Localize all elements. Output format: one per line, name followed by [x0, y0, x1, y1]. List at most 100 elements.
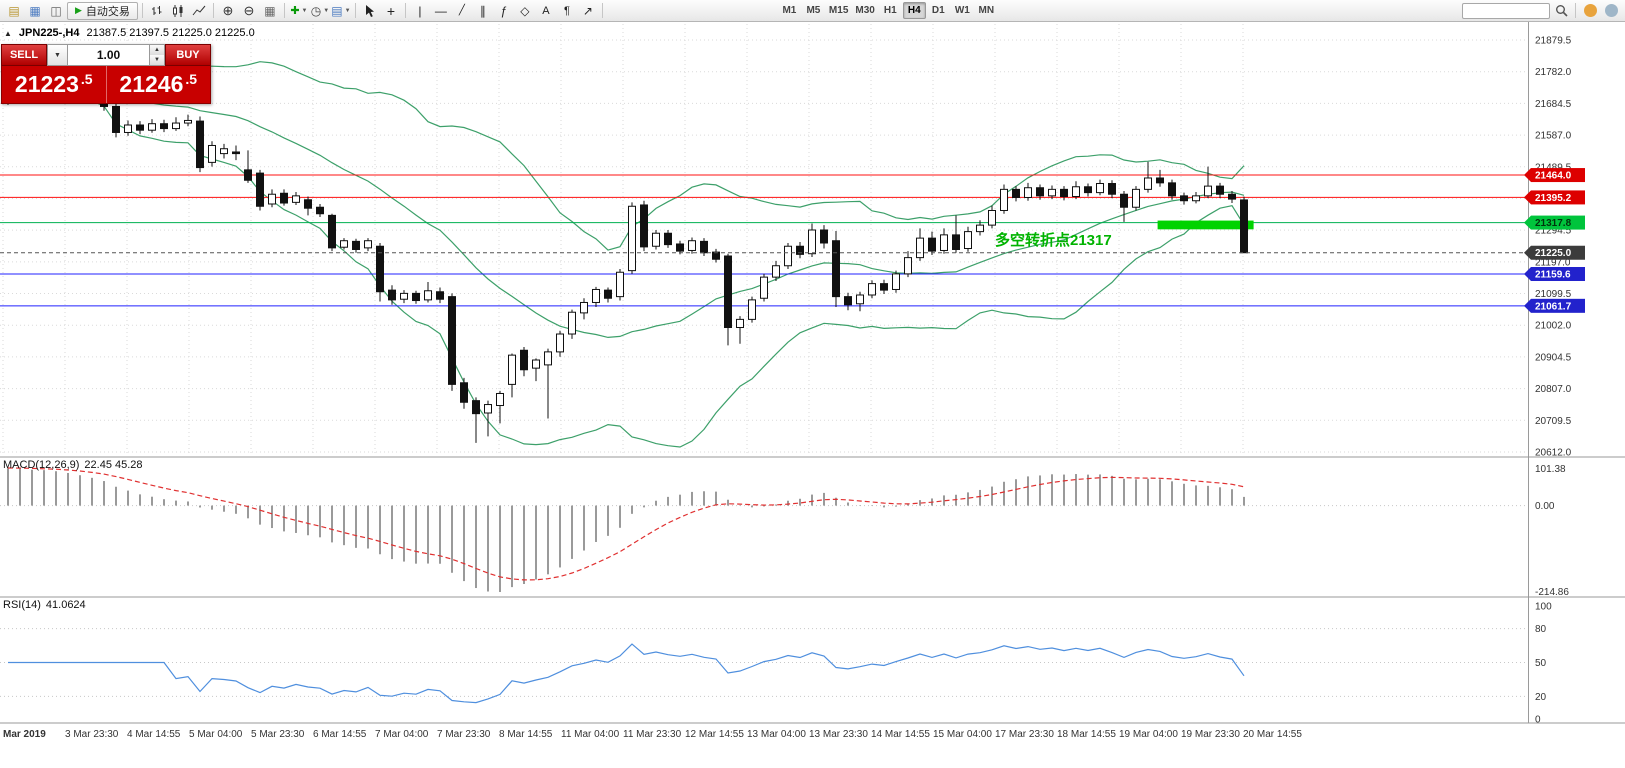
candle: [376, 245, 384, 293]
rsi-axis-label: 50: [1535, 658, 1547, 669]
candle: [412, 292, 420, 302]
volume-up-button[interactable]: ▲: [150, 45, 164, 55]
time-axis-label: 3 Mar 23:30: [65, 729, 119, 740]
tile-windows-icon[interactable]: ▦: [264, 3, 276, 18]
buy-price[interactable]: 21246 .5: [119, 70, 198, 98]
new-order-icon[interactable]: ▤: [8, 3, 20, 18]
zoom-in-icon[interactable]: ⊕: [222, 2, 234, 18]
profiles-icon[interactable]: ◫: [50, 3, 62, 18]
timeframe-button-d1[interactable]: D1: [931, 5, 945, 16]
zoom-out-icon[interactable]: ⊖: [243, 2, 255, 18]
horizontal-line-icon[interactable]: —: [434, 3, 447, 18]
toolbar-separator: [141, 3, 143, 18]
shapes-icon[interactable]: ◇: [520, 3, 530, 18]
candle: [1012, 188, 1020, 198]
price-axis-label: 20709.5: [1535, 416, 1572, 427]
candle: [844, 296, 852, 306]
symbol-period-label: JPN225-,H4: [18, 27, 80, 39]
candle: [424, 290, 432, 301]
candle: [184, 119, 192, 124]
time-axis-label: 19 Mar 04:00: [1119, 729, 1178, 740]
candle: [724, 255, 732, 329]
candle: [832, 240, 840, 298]
timeframe-button-m1[interactable]: M1: [782, 5, 797, 16]
search-icon[interactable]: [1551, 2, 1571, 20]
cursor-icon[interactable]: [360, 2, 380, 20]
time-axis-label: 18 Mar 14:55: [1057, 729, 1116, 740]
volume-input[interactable]: 1.00: [68, 44, 150, 66]
candle: [1204, 185, 1212, 197]
price-axis-label: 21684.5: [1535, 99, 1572, 110]
candle: [340, 240, 348, 248]
candle: [508, 354, 516, 385]
help-icon[interactable]: [1601, 2, 1621, 20]
periods-icon[interactable]: ◷ ▼: [310, 3, 330, 18]
arrow-icon[interactable]: ↗: [582, 3, 593, 18]
candlestick-chart-icon[interactable]: [168, 2, 188, 20]
candle: [244, 169, 252, 181]
candle: [868, 283, 876, 296]
timeframe-button-h1[interactable]: H1: [883, 5, 897, 16]
candle: [856, 294, 864, 305]
line-chart-icon[interactable]: [189, 2, 209, 20]
auto-trading-button[interactable]: ▶ 自动交易: [67, 1, 138, 20]
time-axis-label: 15 Mar 04:00: [933, 729, 992, 740]
timeframe-button-m15[interactable]: M15: [828, 5, 849, 16]
timeframe-button-w1[interactable]: W1: [954, 5, 970, 16]
collapse-panel-icon[interactable]: ▲: [4, 28, 12, 38]
price-axis-label: 21782.0: [1535, 67, 1572, 78]
candle: [580, 301, 588, 314]
price-axis-label: 21099.5: [1535, 289, 1572, 300]
price-axis-label: 21879.5: [1535, 36, 1572, 47]
candle: [460, 382, 468, 403]
crosshair-icon[interactable]: +: [386, 2, 396, 19]
candle: [808, 229, 816, 255]
candle: [568, 311, 576, 335]
price-axis-label: 21197.0: [1535, 257, 1571, 268]
toolbar-separator: [283, 3, 285, 18]
candle: [1168, 182, 1176, 197]
one-click-trading-panel: SELL ▼ 1.00 ▲ ▼ BUY 21223 .5 21246 .5: [1, 44, 211, 104]
candle: [280, 192, 288, 204]
candle: [520, 349, 528, 371]
volume-down-button[interactable]: ▼: [150, 55, 164, 65]
templates-icon[interactable]: ▤ ▼: [331, 3, 351, 18]
community-icon[interactable]: [1580, 2, 1600, 20]
candle: [592, 288, 600, 303]
toolbar-search-input[interactable]: [1462, 2, 1550, 19]
timeframe-button-m5[interactable]: M5: [806, 5, 821, 16]
sell-price[interactable]: 21223 .5: [2, 66, 107, 103]
timeframe-button-h4[interactable]: H4: [902, 2, 926, 19]
indicators-icon[interactable]: ✚ ▼: [290, 5, 308, 17]
buy-button[interactable]: BUY: [165, 44, 211, 66]
time-axis-label: 19 Mar 23:30: [1181, 729, 1240, 740]
fibonacci-icon[interactable]: ƒ: [500, 3, 508, 18]
chevron-down-icon: ▼: [54, 51, 61, 59]
candle: [820, 229, 828, 244]
price-axis-label: 21002.0: [1535, 321, 1572, 332]
candle: [532, 359, 540, 369]
candle: [784, 245, 792, 267]
candle: [1240, 199, 1248, 254]
text-label-icon[interactable]: ¶: [563, 4, 570, 17]
chart-annotation[interactable]: 多空转折点21317: [995, 232, 1112, 249]
toolbar-separator: [1575, 3, 1576, 18]
trendline-icon[interactable]: ╱: [458, 5, 465, 16]
order-type-dropdown[interactable]: ▼: [47, 44, 68, 66]
candle: [640, 204, 648, 248]
candle: [1000, 188, 1008, 211]
sell-button[interactable]: SELL: [1, 44, 47, 66]
chart-window-icon[interactable]: ▦: [29, 3, 41, 18]
text-icon[interactable]: A: [542, 4, 550, 17]
time-axis-label: 5 Mar 23:30: [251, 729, 305, 740]
timeframe-button-mn[interactable]: MN: [978, 5, 995, 16]
price-axis-label: 20904.5: [1535, 352, 1572, 363]
time-axis-label: 7 Mar 23:30: [437, 729, 491, 740]
bar-chart-icon[interactable]: [147, 2, 167, 20]
vertical-line-icon[interactable]: |: [418, 3, 422, 18]
channel-icon[interactable]: ∥: [479, 3, 486, 18]
time-axis-label: 11 Mar 23:30: [623, 729, 682, 740]
timeframe-button-m30[interactable]: M30: [855, 5, 875, 16]
candle: [1156, 177, 1164, 184]
